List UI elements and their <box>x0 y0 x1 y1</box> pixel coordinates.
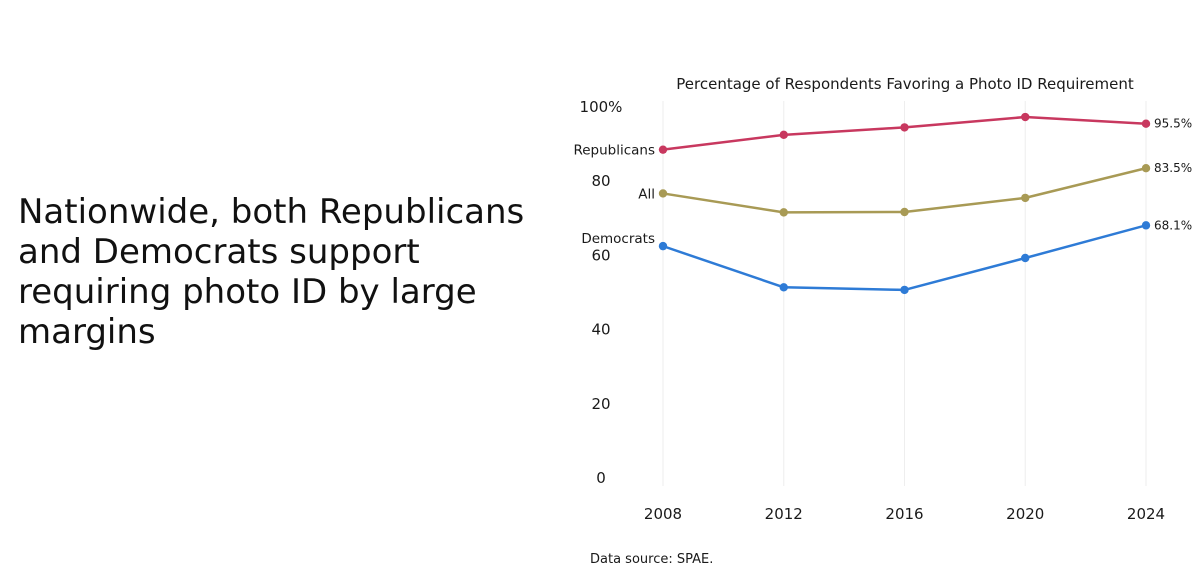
end-label-all: 83.5% <box>1154 161 1192 175</box>
data-point-all-2024 <box>1141 164 1151 173</box>
x-tick-label-2008: 2008 <box>644 505 682 523</box>
data-point-democrats-2012 <box>779 283 788 292</box>
series-labels: Republicans 95.5% All 83.5% Democrats 68.1% <box>573 117 1192 247</box>
x-tick-label-2020: 2020 <box>1006 505 1044 523</box>
data-point-republicans-2012 <box>779 130 788 140</box>
data-point-all-2016 <box>900 207 909 217</box>
end-label-republicans: 95.5% <box>1154 117 1192 131</box>
y-tick-label-60: 60 <box>591 246 610 264</box>
end-label-democrats: 68.1% <box>1154 218 1192 232</box>
data-point-republicans-2008 <box>658 145 668 154</box>
headline: Nationwide, both Republicans and Democra… <box>18 192 525 352</box>
data-point-democrats-2020 <box>1021 253 1030 263</box>
data-point-republicans-2020 <box>1021 112 1030 122</box>
data-point-democrats-2016 <box>900 285 909 295</box>
y-tick-label-100: 100% <box>580 98 623 116</box>
data-point-democrats-2024 <box>1141 221 1151 230</box>
data-point-republicans-2024 <box>1141 119 1151 128</box>
data-point-republicans-2016 <box>900 123 909 132</box>
y-tick-label-80: 80 <box>591 172 610 190</box>
x-tick-label-2012: 2012 <box>765 505 803 523</box>
x-tick-label-2016: 2016 <box>885 505 923 523</box>
y-tick-label-0: 0 <box>596 469 606 487</box>
data-point-all-2012 <box>779 208 788 217</box>
data-point-democrats-2008 <box>658 241 668 251</box>
y-tick-label-20: 20 <box>591 395 610 413</box>
x-tick-label-2024: 2024 <box>1127 505 1165 523</box>
y-axis: 0 20 40 60 80 100% <box>580 98 623 487</box>
data-point-all-2008 <box>658 189 668 198</box>
y-tick-label-40: 40 <box>591 321 610 339</box>
data-point-all-2020 <box>1021 193 1030 203</box>
series-layer <box>658 112 1151 295</box>
chart-title: Percentage of Respondents Favoring a Pho… <box>676 75 1134 93</box>
x-axis: 2008 2012 2016 2020 2024 <box>644 505 1165 523</box>
series-label-republicans: Republicans <box>573 143 655 159</box>
source-note: Data source: SPAE. <box>590 552 714 567</box>
series-label-democrats: Democrats <box>581 231 655 247</box>
series-label-all: All <box>638 186 655 202</box>
